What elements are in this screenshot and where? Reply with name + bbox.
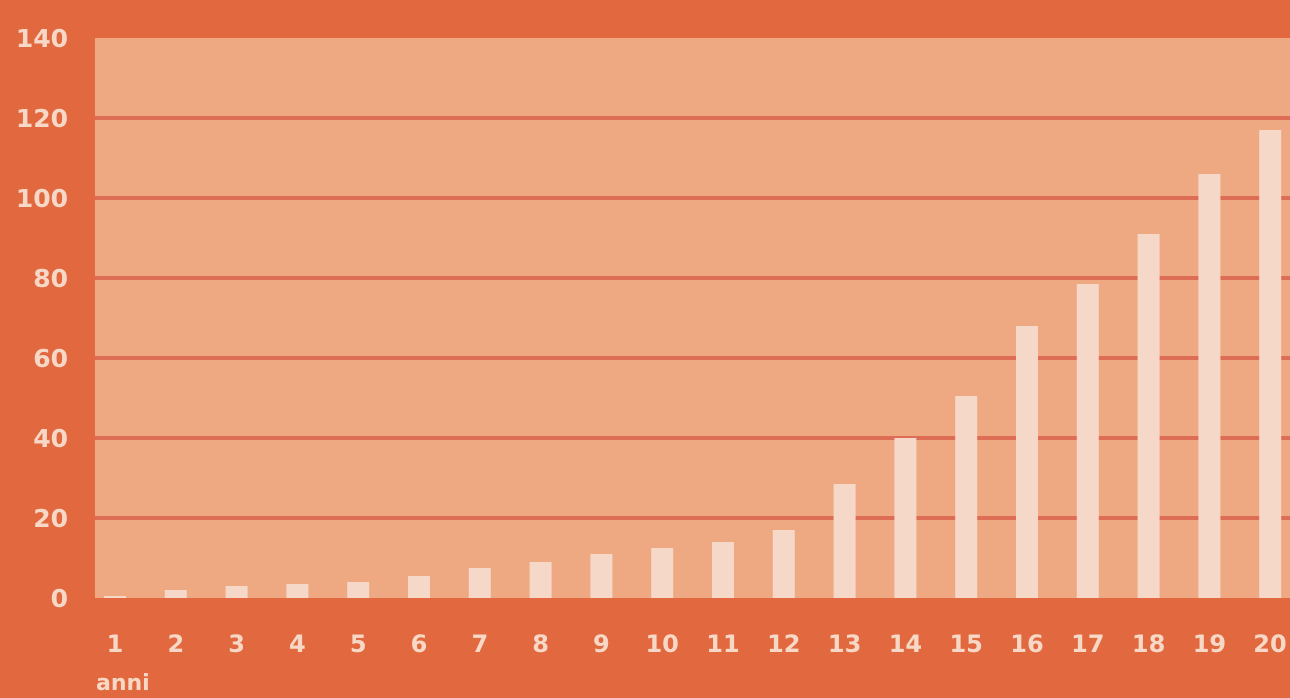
bar — [651, 548, 674, 598]
bar — [408, 576, 430, 598]
x-tick-label: 16 — [1010, 630, 1043, 658]
bar — [1016, 326, 1038, 598]
bar — [286, 584, 309, 598]
bar — [529, 562, 552, 598]
x-tick-label: 13 — [828, 630, 861, 658]
y-tick-label: 100 — [16, 184, 68, 213]
bar — [894, 438, 917, 598]
bar — [712, 542, 734, 598]
x-tick-label: 18 — [1132, 630, 1165, 658]
bar — [468, 568, 491, 598]
x-tick-label: 6 — [411, 630, 428, 658]
bar — [955, 396, 978, 598]
x-tick-label: 17 — [1071, 630, 1104, 658]
bars — [104, 130, 1282, 598]
x-tick-label: 5 — [350, 630, 367, 658]
bar — [1259, 130, 1282, 598]
bar — [1076, 284, 1099, 598]
x-tick-label: 8 — [532, 630, 549, 658]
x-axis-label: anni — [96, 671, 150, 693]
x-tick-label: 9 — [593, 630, 610, 658]
bar — [772, 530, 795, 598]
bar — [833, 484, 856, 598]
bar — [104, 596, 126, 598]
y-tick-label: 140 — [16, 24, 68, 53]
y-tick-label: 40 — [33, 424, 68, 453]
bar — [590, 554, 613, 598]
bar — [1198, 174, 1221, 598]
y-tick-label: 60 — [33, 344, 68, 373]
x-tick-label: 2 — [167, 630, 184, 658]
x-tick-label: 3 — [228, 630, 245, 658]
y-tick-label: 20 — [33, 504, 68, 533]
x-tick-label: 10 — [645, 630, 678, 658]
x-tick-label: 20 — [1253, 630, 1286, 658]
x-tick-label: 4 — [289, 630, 306, 658]
x-tick-label: 15 — [949, 630, 982, 658]
y-axis-ticks: 0 20 40 60 80 100 120 140 — [16, 24, 68, 613]
bar — [164, 590, 187, 598]
y-tick-label: 120 — [16, 104, 68, 133]
x-tick-label: 7 — [471, 630, 488, 658]
x-tick-label: 14 — [889, 630, 922, 658]
x-axis-ticks: 1 2 3 4 5 6 7 8 9 10 11 12 13 14 15 16 17 18 19 20 — [107, 630, 1287, 658]
plot-area — [95, 38, 1290, 598]
x-tick-label: 1 — [107, 630, 124, 658]
bar — [1137, 234, 1160, 598]
x-tick-label: 12 — [767, 630, 800, 658]
y-tick-label: 80 — [33, 264, 68, 293]
x-tick-label: 19 — [1193, 630, 1226, 658]
bar — [225, 586, 248, 598]
bar — [347, 582, 370, 598]
y-tick-label: 0 — [51, 584, 68, 613]
x-tick-label: 11 — [706, 630, 739, 658]
